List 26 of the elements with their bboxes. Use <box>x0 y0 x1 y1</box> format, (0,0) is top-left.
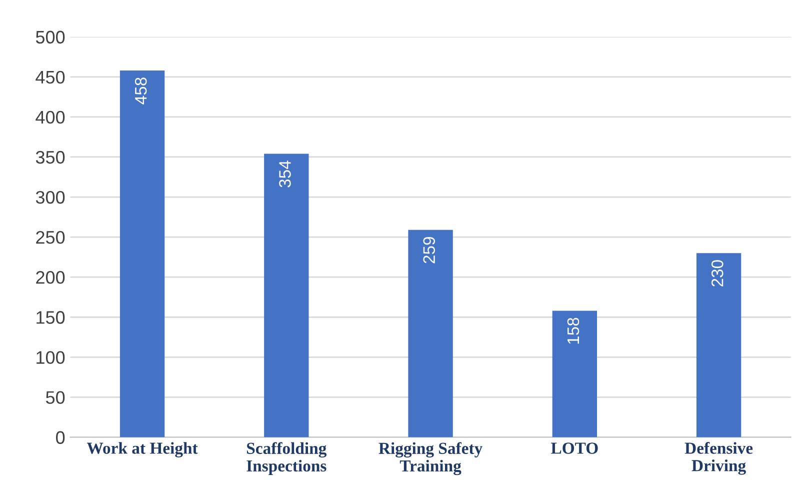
x-tick-label: Rigging Safety Training <box>378 442 482 476</box>
bar <box>264 154 309 438</box>
y-tick-label: 350 <box>36 150 65 164</box>
bar <box>552 310 598 438</box>
y-tick-label: 450 <box>36 70 65 84</box>
y-tick-label: 400 <box>36 110 65 124</box>
data-label: 230 <box>711 260 724 286</box>
bar <box>408 230 453 438</box>
y-tick-label: 0 <box>56 431 65 444</box>
x-tick-label: Scaffolding Inspections <box>246 442 327 475</box>
x-tick-label: Work at Height <box>86 442 198 458</box>
x-tick-label: LOTO <box>551 442 598 454</box>
x-tick-label: Defensive Driving <box>684 442 753 475</box>
y-tick-label: 50 <box>46 391 65 404</box>
y-tick-label: 500 <box>36 30 65 44</box>
data-label: 259 <box>423 237 436 264</box>
bar <box>120 70 165 438</box>
y-tick-label: 200 <box>36 271 65 284</box>
bar <box>696 253 742 438</box>
y-tick-label: 150 <box>36 311 65 324</box>
data-label: 354 <box>279 160 291 188</box>
y-tick-label: 100 <box>36 351 65 364</box>
data-label: 158 <box>567 318 580 344</box>
y-tick-label: 250 <box>36 230 65 244</box>
y-tick-label: 300 <box>36 190 65 204</box>
data-label: 458 <box>134 78 147 104</box>
